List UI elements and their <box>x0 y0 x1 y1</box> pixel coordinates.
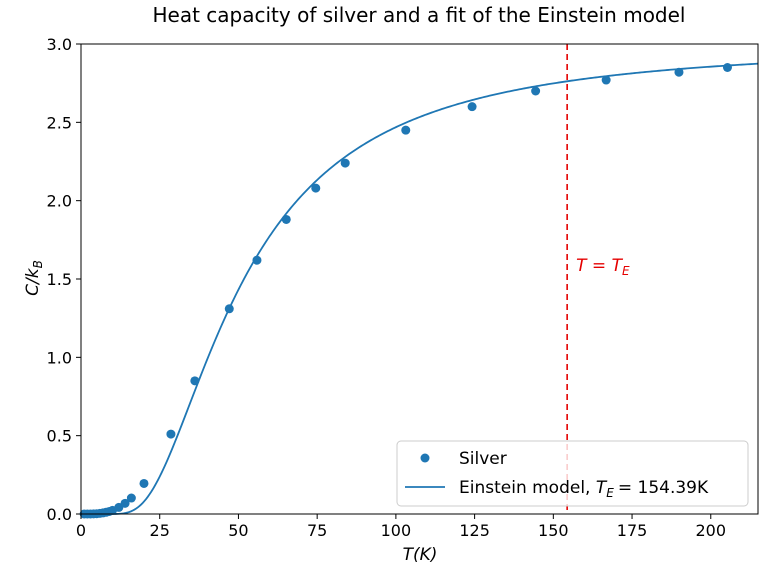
chart-title: Heat capacity of silver and a fit of the… <box>153 3 686 27</box>
legend-einstein-value: = 154.39K <box>618 478 709 498</box>
x-axis-label-text: T(K) <box>403 545 438 565</box>
y-tick-label: 0.0 <box>47 505 72 524</box>
plot-area <box>79 62 759 519</box>
x-tick-label: 25 <box>150 521 170 540</box>
x-tick-label: 100 <box>381 521 412 540</box>
silver-data-point <box>601 75 611 85</box>
y-tick-label: 2.0 <box>47 192 72 211</box>
x-tick-label: 125 <box>459 521 490 540</box>
silver-data-point <box>166 429 176 439</box>
y-axis-ticks: 0.0 0.5 1.0 1.5 2.0 2.5 3.0 <box>47 35 81 524</box>
y-axis-label-sub: B <box>31 260 45 268</box>
silver-data-point <box>674 67 684 77</box>
silver-data-point <box>126 493 136 503</box>
silver-data-point <box>281 214 291 224</box>
te-annotation-math: T = T <box>576 256 623 276</box>
legend-einstein-math: T <box>596 478 608 498</box>
legend-einstein-prefix: Einstein model, <box>459 478 596 498</box>
silver-data-point <box>531 86 541 96</box>
silver-data-point <box>340 158 350 168</box>
legend-label-einstein: Einstein model, TE = 154.39K <box>459 478 709 500</box>
silver-data-point <box>252 255 262 265</box>
te-annotation-label: T = TE <box>576 256 630 278</box>
x-tick-label: 150 <box>538 521 569 540</box>
x-tick-label: 75 <box>307 521 327 540</box>
x-tick-label: 175 <box>617 521 648 540</box>
silver-data-point <box>311 183 321 193</box>
silver-data-point <box>120 498 130 508</box>
x-axis-label: T(K) <box>403 545 438 565</box>
y-tick-label: 1.0 <box>47 348 72 367</box>
silver-data-point <box>722 63 732 72</box>
x-axis-ticks: 0 25 50 75 100 125 150 175 200 <box>76 514 726 540</box>
legend-box <box>396 440 749 507</box>
x-tick-label: 50 <box>228 521 248 540</box>
te-annotation-sub: E <box>622 264 630 278</box>
y-tick-label: 2.5 <box>47 113 72 132</box>
silver-data-point <box>224 304 234 314</box>
y-tick-label: 0.5 <box>47 427 72 446</box>
legend-label-silver: Silver <box>459 449 507 469</box>
y-axis-label: C/kB <box>23 260 45 296</box>
te-annotation: T = TE <box>566 44 630 514</box>
legend: Silver Einstein model, TE = 154.39K <box>396 440 749 507</box>
silver-data-point <box>139 478 149 488</box>
x-tick-label: 0 <box>76 521 86 540</box>
legend-marker-silver <box>420 453 430 463</box>
legend-einstein-sub: E <box>606 486 614 500</box>
silver-data-point <box>467 102 477 112</box>
silver-data-point <box>190 376 200 386</box>
axes-frame <box>80 43 759 515</box>
y-tick-label: 3.0 <box>47 35 72 54</box>
x-tick-label: 200 <box>695 521 726 540</box>
einstein-model-line <box>81 62 759 515</box>
silver-data-point <box>401 125 411 135</box>
y-tick-label: 1.5 <box>47 270 72 289</box>
y-axis-label-main: C/k <box>23 267 43 296</box>
